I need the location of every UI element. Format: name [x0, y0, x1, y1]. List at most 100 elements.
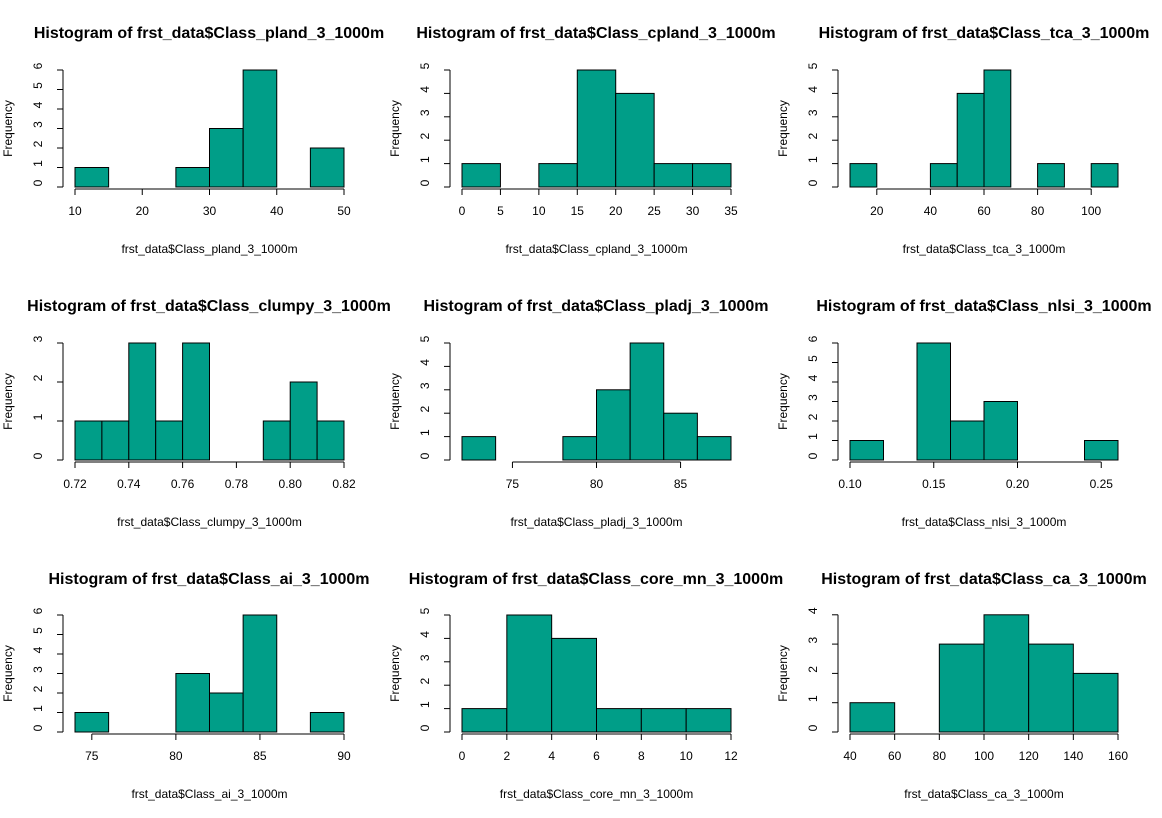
x-tick-label: 0.20: [1006, 477, 1030, 491]
x-axis-label: frst_data$Class_cpland_3_1000m: [505, 242, 687, 256]
histogram-bar: [309, 147, 345, 188]
x-tick-label: 4: [548, 749, 555, 763]
x-tick-label: 100: [1081, 204, 1101, 218]
y-tick-label: 1: [31, 705, 45, 712]
y-tick-label: 2: [418, 678, 432, 685]
y-tick-label: 0: [418, 452, 432, 459]
histogram-bar: [1028, 643, 1074, 733]
histogram-bar: [461, 708, 508, 733]
x-tick-label: 15: [571, 204, 585, 218]
histogram-bar: [242, 614, 278, 733]
x-tick-label: 5: [497, 204, 504, 218]
x-tick-label: 80: [169, 749, 183, 763]
x-tick-label: 0.25: [1090, 477, 1114, 491]
y-tick-label: 5: [806, 355, 820, 362]
x-tick-label: 10: [679, 749, 693, 763]
histogram-panel: Histogram of frst_data$Class_ai_3_1000m 7…: [1, 571, 370, 801]
y-tick-label: 0: [806, 452, 820, 459]
x-axis-label: frst_data$Class_ca_3_1000m: [904, 787, 1063, 801]
y-axis-label: Frequency: [388, 373, 402, 430]
x-axis-label: frst_data$Class_clumpy_3_1000m: [117, 515, 302, 529]
histogram-panel: Histogram of frst_data$Class_ca_3_1000m 4…: [776, 571, 1147, 801]
y-tick-label: 2: [806, 413, 820, 420]
x-tick-label: 10: [532, 204, 546, 218]
histogram-bar: [128, 342, 157, 461]
y-tick-label: 0: [418, 724, 432, 731]
x-tick-label: 10: [68, 204, 82, 218]
histogram-bar: [849, 702, 896, 733]
x-tick-label: 0: [459, 749, 466, 763]
histogram-bar: [242, 69, 278, 188]
histogram-panel: Histogram of frst_data$Class_clumpy_3_10…: [1, 298, 391, 529]
histogram-bar: [685, 708, 732, 733]
x-axis-label: frst_data$Class_ai_3_1000m: [131, 787, 287, 801]
histogram-bar: [538, 163, 578, 188]
x-tick-label: 20: [136, 204, 150, 218]
x-tick-label: 40: [270, 204, 284, 218]
histogram-bar: [653, 163, 694, 188]
x-tick-label: 6: [593, 749, 600, 763]
x-tick-label: 0.82: [332, 477, 356, 491]
y-tick-label: 5: [418, 62, 432, 69]
histogram-bar: [182, 342, 211, 461]
y-tick-label: 5: [418, 607, 432, 614]
histogram-bar: [938, 643, 985, 733]
x-tick-label: 0.15: [922, 477, 946, 491]
histogram-bar: [983, 401, 1018, 461]
x-tick-label: 2: [503, 749, 510, 763]
histogram-bar: [1037, 163, 1065, 188]
y-axis-label: Frequency: [776, 645, 790, 702]
x-tick-label: 0.74: [117, 477, 141, 491]
y-tick-label: 3: [418, 382, 432, 389]
histogram-bar: [640, 708, 687, 733]
y-axis-label: Frequency: [1, 373, 15, 430]
x-tick-label: 120: [1019, 749, 1039, 763]
x-tick-label: 30: [203, 204, 217, 218]
histogram-bar: [506, 614, 553, 733]
y-axis-label: Frequency: [1, 100, 15, 157]
chart-title: Histogram of frst_data$Class_cpland_3_10…: [416, 25, 775, 42]
y-tick-label: 2: [418, 406, 432, 413]
histogram-bar: [262, 420, 291, 461]
x-axis-label: frst_data$Class_core_mn_3_1000m: [500, 787, 693, 801]
y-tick-label: 3: [31, 335, 45, 342]
histogram-bar: [956, 92, 985, 188]
y-tick-label: 2: [806, 133, 820, 140]
x-tick-label: 60: [888, 749, 902, 763]
y-tick-label: 1: [418, 701, 432, 708]
y-tick-label: 3: [31, 121, 45, 128]
histogram-bar: [551, 637, 598, 733]
histogram-bar: [101, 420, 130, 461]
x-tick-label: 0.80: [279, 477, 303, 491]
y-tick-label: 5: [418, 335, 432, 342]
histogram-panel: Histogram of frst_data$Class_pladj_3_100…: [388, 298, 769, 529]
x-tick-label: 25: [647, 204, 661, 218]
y-axis-label: Frequency: [1, 645, 15, 702]
y-tick-label: 0: [806, 724, 820, 731]
y-tick-label: 0: [31, 452, 45, 459]
histogram-bar: [289, 381, 318, 461]
y-axis-label: Frequency: [776, 373, 790, 430]
x-tick-label: 80: [590, 477, 604, 491]
histogram-bar: [74, 420, 103, 461]
y-tick-label: 1: [418, 156, 432, 163]
y-tick-label: 1: [31, 413, 45, 420]
x-tick-label: 160: [1108, 749, 1128, 763]
histogram-bar: [596, 389, 631, 461]
histogram-bar: [983, 614, 1030, 733]
histogram-bar: [562, 436, 597, 461]
histogram-bar: [209, 692, 244, 733]
histogram-bar: [916, 342, 951, 461]
chart-title: Histogram of frst_data$Class_pladj_3_100…: [423, 298, 768, 315]
histogram-bar: [692, 163, 732, 188]
y-tick-label: 2: [31, 374, 45, 381]
y-tick-label: 4: [418, 359, 432, 366]
x-tick-label: 40: [843, 749, 857, 763]
histogram-bar: [309, 712, 345, 733]
x-tick-label: 80: [1031, 204, 1045, 218]
histogram-bar: [1072, 672, 1119, 733]
x-tick-label: 0.78: [225, 477, 249, 491]
histogram-bar: [175, 673, 210, 733]
x-tick-label: 8: [638, 749, 645, 763]
